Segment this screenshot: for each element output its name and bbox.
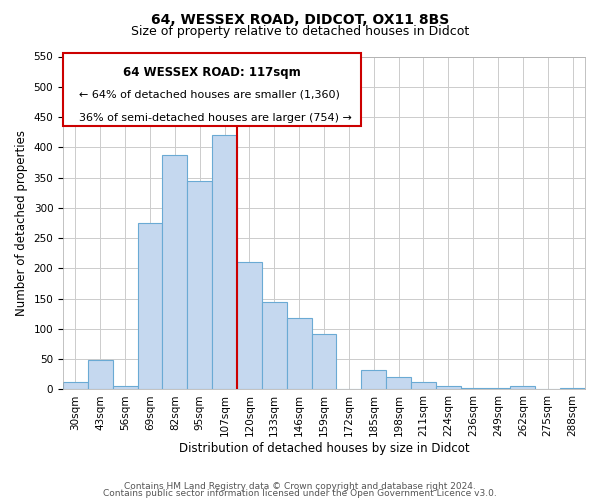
Bar bbox=[461, 388, 485, 390]
FancyBboxPatch shape bbox=[63, 53, 361, 127]
Bar bbox=[361, 370, 386, 390]
Bar bbox=[511, 386, 535, 390]
Text: ← 64% of detached houses are smaller (1,360): ← 64% of detached houses are smaller (1,… bbox=[79, 90, 340, 100]
Text: Contains public sector information licensed under the Open Government Licence v3: Contains public sector information licen… bbox=[103, 488, 497, 498]
Text: Size of property relative to detached houses in Didcot: Size of property relative to detached ho… bbox=[131, 25, 469, 38]
Bar bbox=[237, 262, 262, 390]
Bar bbox=[163, 154, 187, 390]
Bar bbox=[411, 382, 436, 390]
Bar bbox=[212, 135, 237, 390]
Bar bbox=[386, 378, 411, 390]
Y-axis label: Number of detached properties: Number of detached properties bbox=[15, 130, 28, 316]
X-axis label: Distribution of detached houses by size in Didcot: Distribution of detached houses by size … bbox=[179, 442, 469, 455]
Bar bbox=[88, 360, 113, 390]
Bar bbox=[560, 388, 585, 390]
Bar bbox=[287, 318, 311, 390]
Bar bbox=[137, 223, 163, 390]
Bar bbox=[113, 386, 137, 390]
Bar bbox=[436, 386, 461, 390]
Bar bbox=[63, 382, 88, 390]
Bar bbox=[262, 302, 287, 390]
Text: 64, WESSEX ROAD, DIDCOT, OX11 8BS: 64, WESSEX ROAD, DIDCOT, OX11 8BS bbox=[151, 12, 449, 26]
Bar bbox=[485, 388, 511, 390]
Bar bbox=[311, 334, 337, 390]
Text: Contains HM Land Registry data © Crown copyright and database right 2024.: Contains HM Land Registry data © Crown c… bbox=[124, 482, 476, 491]
Text: 36% of semi-detached houses are larger (754) →: 36% of semi-detached houses are larger (… bbox=[79, 113, 352, 123]
Text: 64 WESSEX ROAD: 117sqm: 64 WESSEX ROAD: 117sqm bbox=[123, 66, 301, 80]
Bar bbox=[187, 180, 212, 390]
